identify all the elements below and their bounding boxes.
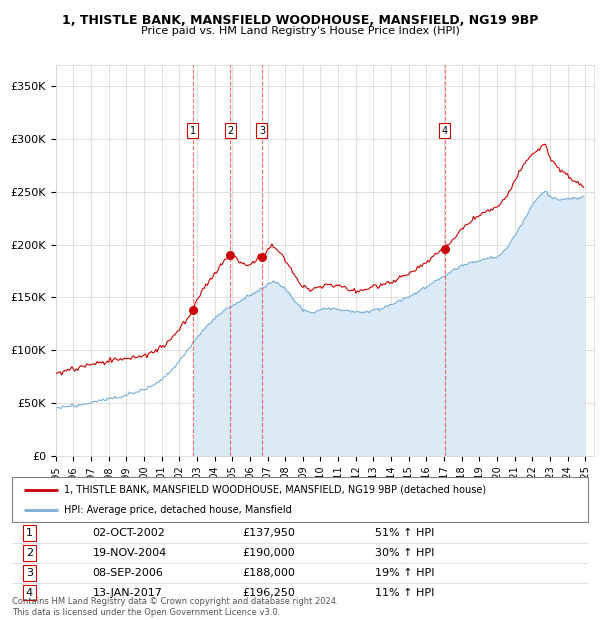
Text: HPI: Average price, detached house, Mansfield: HPI: Average price, detached house, Mans… bbox=[64, 505, 292, 515]
Text: 1, THISTLE BANK, MANSFIELD WOODHOUSE, MANSFIELD, NG19 9BP: 1, THISTLE BANK, MANSFIELD WOODHOUSE, MA… bbox=[62, 14, 538, 27]
Text: 4: 4 bbox=[26, 588, 33, 598]
Point bbox=[226, 250, 235, 260]
Text: 2: 2 bbox=[227, 126, 233, 136]
Text: 08-SEP-2006: 08-SEP-2006 bbox=[92, 568, 164, 578]
Text: 51% ↑ HPI: 51% ↑ HPI bbox=[375, 528, 434, 538]
Text: 4: 4 bbox=[442, 126, 448, 136]
Text: 19% ↑ HPI: 19% ↑ HPI bbox=[375, 568, 434, 578]
Text: 11% ↑ HPI: 11% ↑ HPI bbox=[375, 588, 434, 598]
Text: 30% ↑ HPI: 30% ↑ HPI bbox=[375, 548, 434, 558]
Text: 3: 3 bbox=[259, 126, 265, 136]
Text: £196,250: £196,250 bbox=[242, 588, 295, 598]
Text: £188,000: £188,000 bbox=[242, 568, 295, 578]
Text: 19-NOV-2004: 19-NOV-2004 bbox=[92, 548, 167, 558]
Text: 13-JAN-2017: 13-JAN-2017 bbox=[92, 588, 163, 598]
Text: Contains HM Land Registry data © Crown copyright and database right 2024.
This d: Contains HM Land Registry data © Crown c… bbox=[12, 598, 338, 617]
Text: £190,000: £190,000 bbox=[242, 548, 295, 558]
Text: 2: 2 bbox=[26, 548, 33, 558]
Point bbox=[257, 252, 267, 262]
Text: £137,950: £137,950 bbox=[242, 528, 295, 538]
Text: 3: 3 bbox=[26, 568, 33, 578]
Text: Price paid vs. HM Land Registry's House Price Index (HPI): Price paid vs. HM Land Registry's House … bbox=[140, 26, 460, 36]
Text: 1: 1 bbox=[26, 528, 33, 538]
Text: 1: 1 bbox=[190, 126, 196, 136]
Point bbox=[440, 244, 449, 254]
Point bbox=[188, 305, 197, 315]
Text: 1, THISTLE BANK, MANSFIELD WOODHOUSE, MANSFIELD, NG19 9BP (detached house): 1, THISTLE BANK, MANSFIELD WOODHOUSE, MA… bbox=[64, 485, 486, 495]
Text: 02-OCT-2002: 02-OCT-2002 bbox=[92, 528, 166, 538]
